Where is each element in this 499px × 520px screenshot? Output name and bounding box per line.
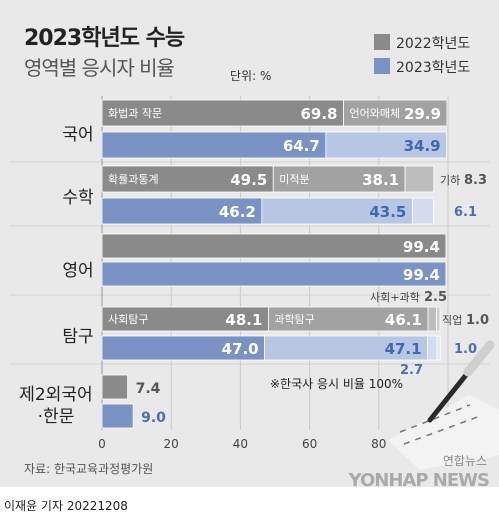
x-tick-label: 40 bbox=[233, 437, 248, 451]
bar-4-2022-seg-2 bbox=[268, 306, 429, 332]
bar-2-2023-seg-3 bbox=[411, 197, 434, 225]
bar-3-2022-seg-1 bbox=[101, 233, 447, 259]
value-label: 2.5 bbox=[424, 290, 447, 305]
value-label: 46.1 bbox=[385, 311, 422, 329]
value-label: 69.8 bbox=[300, 105, 337, 123]
brand-logo: YONHAP NEWS bbox=[348, 470, 490, 491]
chart-title: 2023학년도 수능 bbox=[24, 26, 185, 51]
bar-3-2023-seg-1 bbox=[101, 261, 447, 287]
bar-2-2022-seg-1 bbox=[101, 165, 274, 193]
bar-2-2022-seg-3 bbox=[404, 165, 435, 193]
credit-text: 이재윤 기자 20221208 bbox=[4, 499, 128, 513]
value-label: 1.0 bbox=[454, 342, 477, 357]
source-text: 자료: 한국교육과정평가원 bbox=[24, 462, 154, 476]
segment-label: 확률과통계 bbox=[108, 173, 159, 186]
value-label: 99.4 bbox=[403, 238, 440, 256]
bar-2-2022-seg-2 bbox=[272, 165, 406, 193]
segment-label: 기하 bbox=[440, 173, 460, 187]
segment-label: 미적분 bbox=[279, 173, 309, 186]
value-label: 43.5 bbox=[369, 203, 406, 221]
value-label: 46.2 bbox=[219, 203, 256, 221]
bar-1-2022-seg-1 bbox=[101, 99, 344, 127]
bar-5-2022-seg-1 bbox=[101, 374, 129, 400]
value-label: 49.5 bbox=[230, 171, 267, 189]
value-label: 1.0 bbox=[466, 313, 489, 328]
bar-chart: 0 20 40 60 80 100 화법과 작문 69.8 언어와매체 29.9 64.7 34.9 확… bbox=[10, 96, 490, 451]
bar-1-2023-seg-2 bbox=[325, 131, 448, 159]
value-label: 7.4 bbox=[136, 381, 161, 397]
value-label: 99.4 bbox=[403, 266, 440, 284]
category-label-math: 수학 bbox=[62, 188, 94, 208]
value-label: 9.0 bbox=[141, 410, 166, 426]
category-label-korean: 국어 bbox=[62, 125, 94, 145]
value-label: 38.1 bbox=[362, 171, 399, 189]
x-tick-label: 80 bbox=[371, 437, 386, 451]
bar-2-2023-seg-2 bbox=[261, 197, 413, 225]
value-label: 47.1 bbox=[385, 340, 422, 358]
value-label: 8.3 bbox=[464, 173, 487, 188]
category-label-second-language: 제2외국어 ·한문 bbox=[19, 385, 93, 427]
bar-5-2023-seg-1 bbox=[101, 403, 134, 429]
segment-label: 언어와매체 bbox=[350, 107, 401, 120]
brand-korean: 연합뉴스 bbox=[442, 454, 487, 468]
value-label: 34.9 bbox=[404, 137, 441, 155]
bar-4-2023-seg-4 bbox=[436, 335, 441, 361]
bar-2-2023-seg-1 bbox=[101, 197, 263, 225]
bar-4-2023-seg-3 bbox=[427, 335, 438, 361]
chart-subtitle: 영역별 응시자 비율 bbox=[24, 56, 175, 80]
value-label: 6.1 bbox=[454, 205, 477, 220]
category-label-inquiry: 탐구 bbox=[62, 327, 94, 347]
unit-label: 단위: % bbox=[230, 69, 272, 83]
value-label: 64.7 bbox=[283, 137, 320, 155]
x-tick-label: 0 bbox=[98, 437, 106, 451]
bar-4-2023-seg-1 bbox=[101, 335, 266, 361]
value-label: 48.1 bbox=[225, 311, 262, 329]
legend-label-2022: 2022학년도 bbox=[396, 36, 471, 52]
segment-label: 과학탐구 bbox=[274, 313, 314, 326]
value-label: 29.9 bbox=[404, 105, 441, 123]
segment-label: 사회+과학 bbox=[370, 291, 420, 304]
legend-swatch-2023 bbox=[374, 58, 390, 74]
bar-1-2023-seg-1 bbox=[101, 131, 327, 159]
bar-4-2022-seg-4 bbox=[436, 306, 441, 332]
x-tick-label: 60 bbox=[302, 437, 317, 451]
bar-1-2022-seg-2 bbox=[343, 99, 448, 127]
legend-label-2023: 2023학년도 bbox=[396, 60, 471, 76]
value-label: 2.7 bbox=[400, 363, 423, 378]
note-korean-history: ※한국사 응시 비율 100% bbox=[270, 377, 404, 391]
segment-label: 직업 bbox=[442, 314, 462, 327]
legend-swatch-2022 bbox=[374, 34, 390, 50]
category-label-english: 영어 bbox=[62, 261, 94, 281]
bar-4-2023-seg-2 bbox=[264, 335, 428, 361]
segment-label: 화법과 작문 bbox=[108, 107, 162, 120]
x-tick-label: 20 bbox=[164, 437, 179, 451]
x-tick-label: 100 bbox=[437, 437, 460, 451]
value-label: 47.0 bbox=[222, 340, 259, 358]
bar-4-2022-seg-3 bbox=[427, 306, 437, 332]
segment-label: 사회탐구 bbox=[108, 313, 148, 326]
